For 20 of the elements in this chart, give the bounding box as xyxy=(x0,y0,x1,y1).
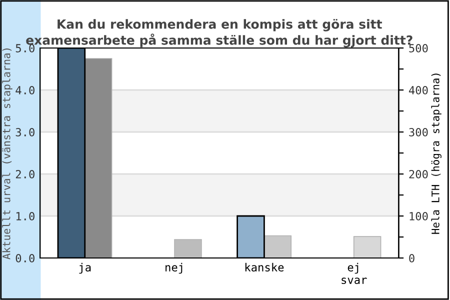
y2-tick-label: 200 xyxy=(409,170,428,178)
x-tick-label: ej svar xyxy=(342,262,367,284)
bar xyxy=(174,239,202,258)
y2-axis-title: Hela LTH (högra staplarna) xyxy=(431,74,442,234)
y-tick-label: 0.0 xyxy=(16,254,34,262)
y-tick-label: 1.0 xyxy=(16,212,34,220)
x-tick-label: ja xyxy=(79,262,91,274)
y-tick-label: 5.0 xyxy=(16,44,34,52)
y2-tick-label: 500 xyxy=(409,44,428,52)
bar xyxy=(353,236,382,258)
y2-tick-label: 100 xyxy=(410,212,428,220)
y2-tick-label: 300 xyxy=(409,128,428,136)
y-tick-label: 4.0 xyxy=(16,86,34,94)
y2-tick-label: 0 xyxy=(409,254,414,262)
y-axis-title: Aktuellt urval (vänstra staplarna) xyxy=(2,48,12,260)
y2-tick-label: 400 xyxy=(408,86,428,94)
y-tick-label: 3.0 xyxy=(16,128,34,136)
x-tick-label: nej xyxy=(166,262,182,274)
y-tick-label: 2.0 xyxy=(16,170,34,178)
x-tick-label: kanske xyxy=(245,262,284,272)
